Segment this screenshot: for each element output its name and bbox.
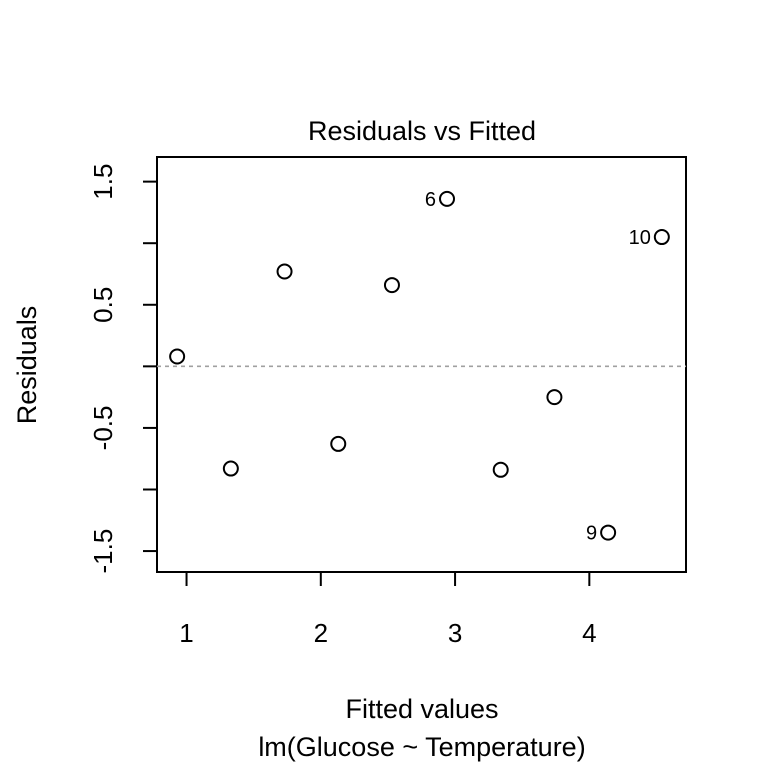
residual-point (546, 389, 563, 406)
residual-point (492, 461, 509, 478)
point-label: 6 (425, 189, 436, 211)
x-tick-label: 1 (179, 618, 193, 648)
residual-point (276, 263, 293, 280)
x-tick-label: 4 (582, 618, 596, 648)
y-tick-label: -1.5 (88, 529, 118, 574)
x-tick-label: 2 (314, 618, 328, 648)
x-tick-label: 3 (448, 618, 462, 648)
point-label: 10 (629, 227, 651, 249)
point-label: 9 (586, 523, 597, 545)
plot-frame (156, 156, 687, 573)
y-axis: -1.5 -0.5 0.5 1.5 (88, 164, 158, 574)
model-subtitle: lm(Glucose ~ Temperature) (258, 732, 585, 762)
chart-title: Residuals vs Fitted (308, 116, 536, 146)
y-tick-label: -0.5 (88, 406, 118, 451)
residual-point (439, 190, 456, 207)
residual-point (600, 524, 617, 541)
residual-point (169, 348, 186, 365)
y-tick-label: 0.5 (88, 287, 118, 323)
points-layer: 6 9 10 (169, 189, 670, 545)
residual-point (383, 277, 400, 294)
residual-point (330, 435, 347, 452)
x-axis: 1 2 3 4 (179, 571, 597, 648)
x-axis-label: Fitted values (345, 694, 498, 724)
y-tick-label: 1.5 (88, 164, 118, 200)
residual-point (222, 460, 239, 477)
residual-point (653, 229, 670, 246)
y-axis-label: Residuals (12, 306, 42, 425)
